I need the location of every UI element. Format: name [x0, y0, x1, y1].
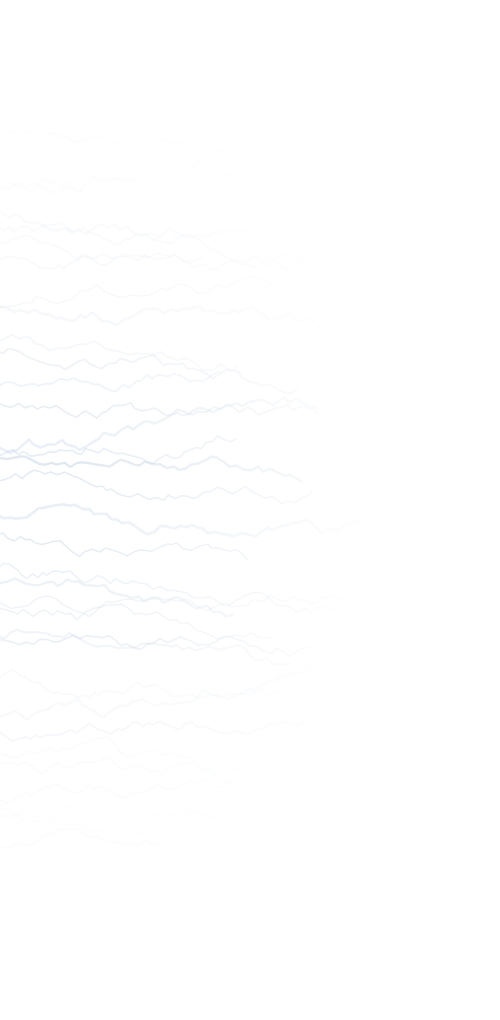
waveform-line — [0, 469, 314, 505]
waveform-line — [0, 304, 351, 329]
waveform-line — [0, 532, 249, 562]
waveform-line — [0, 720, 346, 742]
waveform-line — [0, 634, 310, 657]
waveform-line — [0, 503, 365, 538]
waveform-line — [0, 812, 366, 839]
waveform-line — [0, 221, 274, 246]
waveform-line — [0, 271, 368, 308]
waveform-line — [0, 127, 235, 153]
waveform-line — [0, 348, 299, 395]
waveform-line — [0, 735, 238, 784]
waveform-line — [0, 396, 320, 455]
waveform-line — [0, 435, 237, 465]
waveform-line — [0, 662, 320, 722]
waveform-line — [0, 756, 288, 779]
waveform-line — [0, 370, 220, 393]
waveform-line — [0, 455, 303, 483]
waveform-line — [0, 234, 205, 263]
waveform-line — [0, 590, 361, 618]
waveform-line — [0, 562, 345, 614]
waveform-line — [0, 333, 240, 372]
